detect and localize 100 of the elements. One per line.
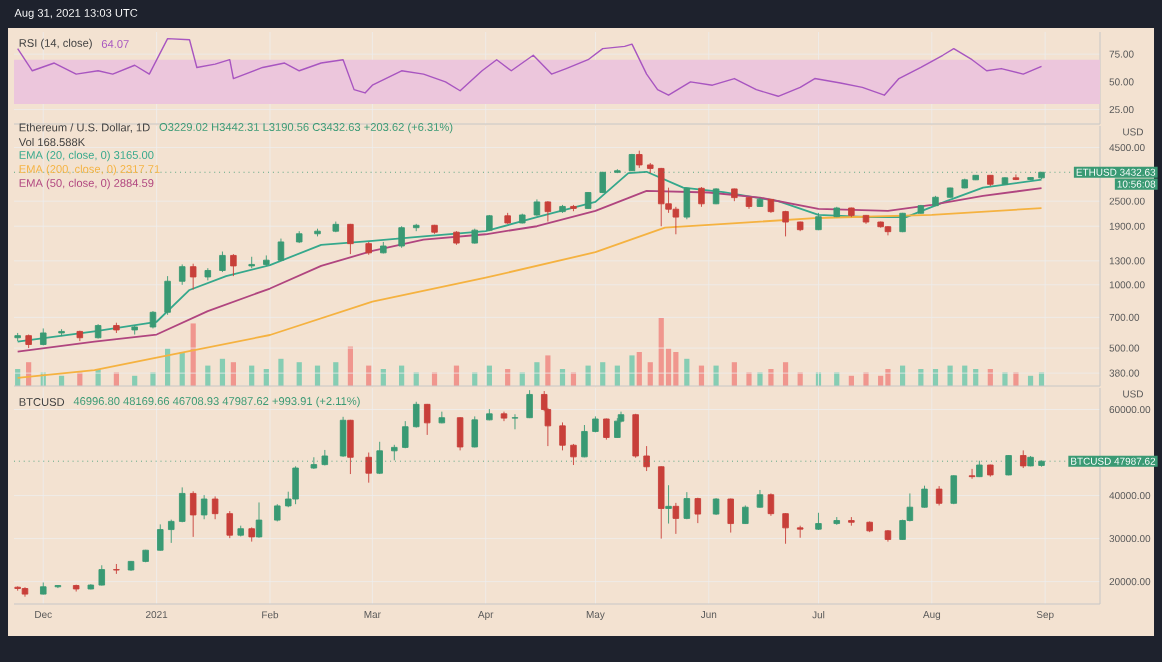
candlestick xyxy=(277,238,285,262)
candlestick xyxy=(204,267,212,281)
candlestick xyxy=(833,516,840,526)
bar xyxy=(629,355,635,386)
candlestick xyxy=(365,241,372,256)
bar xyxy=(768,368,774,386)
candlestick xyxy=(581,424,588,458)
candlestick xyxy=(932,195,939,207)
bar xyxy=(278,358,284,386)
candlestick xyxy=(570,204,577,212)
candlestick xyxy=(756,489,764,509)
candlestick xyxy=(486,408,493,421)
candlestick xyxy=(815,212,822,231)
candlestick xyxy=(657,465,665,540)
candlestick xyxy=(592,415,599,433)
candlestick xyxy=(500,411,508,422)
candlestick xyxy=(767,198,775,214)
candlestick xyxy=(1001,176,1009,185)
candlestick xyxy=(665,484,672,524)
candlestick xyxy=(712,187,720,205)
candlestick xyxy=(544,200,552,223)
candlestick xyxy=(113,322,120,334)
candlestick xyxy=(504,212,511,225)
candlestick xyxy=(248,256,255,269)
candlestick xyxy=(332,221,340,233)
candlestick xyxy=(263,254,270,267)
candlestick xyxy=(149,310,157,329)
candlestick xyxy=(211,495,219,520)
candlestick xyxy=(946,187,954,199)
candlestick xyxy=(511,413,519,430)
candlestick xyxy=(782,210,789,237)
candlestick xyxy=(1019,449,1027,469)
candlestick xyxy=(189,490,197,538)
candlestick xyxy=(76,330,84,342)
candlestick xyxy=(314,228,321,237)
bar xyxy=(713,365,719,386)
candlestick xyxy=(230,253,237,277)
candlestick xyxy=(877,221,884,229)
candlestick xyxy=(339,416,347,458)
candlestick xyxy=(25,334,32,349)
candlestick xyxy=(94,323,102,339)
candlestick xyxy=(526,389,533,419)
candlestick xyxy=(961,178,968,189)
line-series xyxy=(16,37,1043,97)
candlestick xyxy=(921,485,928,509)
candlestick xyxy=(767,492,775,517)
candlestick xyxy=(72,584,80,592)
candlestick xyxy=(168,519,175,544)
candlestick xyxy=(255,502,263,539)
candlestick xyxy=(698,186,705,208)
candlestick xyxy=(968,468,976,480)
candlestick xyxy=(157,523,164,552)
candlestick xyxy=(380,241,387,254)
candlestick xyxy=(745,196,753,210)
candlestick xyxy=(584,191,592,210)
candlestick xyxy=(127,560,135,572)
candlestick xyxy=(672,502,680,535)
candlestick xyxy=(21,586,29,598)
candlestick xyxy=(1012,174,1020,181)
candlestick xyxy=(632,413,639,459)
candlestick xyxy=(884,225,892,236)
candlestick xyxy=(164,275,171,316)
candlestick xyxy=(423,403,431,436)
candlestick xyxy=(14,332,21,342)
candlestick xyxy=(58,328,65,337)
candlestick xyxy=(833,206,840,218)
candlestick xyxy=(87,583,95,590)
candlestick xyxy=(248,526,255,543)
candlestick xyxy=(237,525,244,537)
candlestick xyxy=(935,485,943,506)
candlestick xyxy=(683,187,691,220)
candlestick xyxy=(862,214,870,225)
bar xyxy=(746,372,752,386)
candlestick xyxy=(796,525,804,539)
candlestick xyxy=(647,162,654,174)
candlestick xyxy=(614,417,621,439)
candlestick xyxy=(559,204,566,214)
candlestick xyxy=(643,445,650,472)
candlestick xyxy=(347,223,354,255)
bar xyxy=(863,372,869,386)
candlestick xyxy=(486,214,493,232)
candlestick xyxy=(848,516,855,527)
candlestick xyxy=(731,188,738,202)
candlestick xyxy=(848,207,855,218)
candlestick xyxy=(756,197,764,208)
candlestick xyxy=(694,497,702,524)
candlestick xyxy=(98,564,106,586)
candlestick xyxy=(189,263,197,290)
candlestick xyxy=(603,418,610,441)
candlestick xyxy=(683,491,691,520)
candlestick xyxy=(796,221,804,232)
candlestick xyxy=(226,510,233,539)
candlestick xyxy=(178,486,186,523)
candlestick xyxy=(782,512,789,545)
bar xyxy=(885,368,891,386)
candlestick xyxy=(815,512,822,531)
candlestick xyxy=(471,415,478,448)
bar xyxy=(534,362,540,386)
candlestick xyxy=(570,443,577,466)
candlestick xyxy=(438,411,446,424)
